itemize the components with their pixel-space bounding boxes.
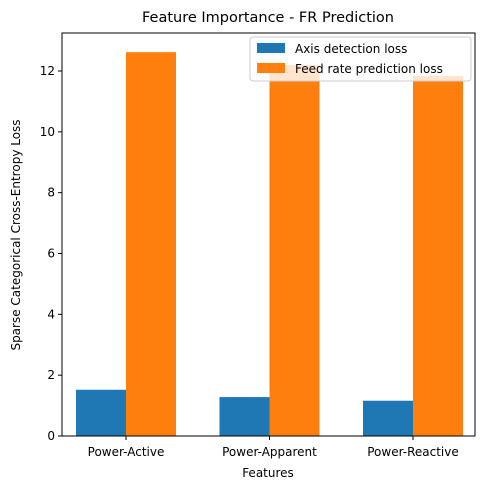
bar-feed-rate-1 bbox=[269, 64, 320, 436]
legend: Axis detection loss Feed rate prediction … bbox=[249, 36, 472, 82]
y-tick-label: 10 bbox=[40, 125, 55, 139]
y-tick-label: 0 bbox=[47, 429, 55, 443]
plot-frame bbox=[61, 32, 476, 437]
bars-group bbox=[76, 52, 463, 437]
x-tick-label: Power-Reactive bbox=[367, 445, 459, 459]
bar-feed-rate-0 bbox=[126, 52, 176, 437]
legend-swatch bbox=[257, 63, 285, 73]
y-tick-label: 4 bbox=[47, 307, 55, 321]
y-tick-label: 12 bbox=[40, 64, 55, 78]
chart-title: Feature Importance - FR Prediction bbox=[142, 10, 394, 26]
y-tick-label: 2 bbox=[47, 368, 55, 382]
legend-swatch bbox=[257, 43, 285, 53]
bar-axis-detection-0 bbox=[76, 389, 126, 436]
legend-label: Axis detection loss bbox=[295, 42, 407, 56]
y-axis-label: Sparse Categorical Cross-Entropy Loss bbox=[9, 119, 23, 350]
legend-label: Feed rate prediction loss bbox=[295, 62, 443, 76]
bar-axis-detection-1 bbox=[219, 397, 270, 436]
x-tick-label: Power-Active bbox=[88, 445, 165, 459]
y-tick-label: 8 bbox=[47, 186, 55, 200]
y-tick-label: 6 bbox=[47, 247, 55, 261]
bar-feed-rate-2 bbox=[413, 75, 463, 436]
x-axis: Power-Active Power-Apparent Power-Reactive bbox=[88, 436, 459, 459]
bar-axis-detection-2 bbox=[363, 400, 413, 436]
x-axis-label: Features bbox=[242, 466, 294, 480]
y-axis: 0 2 4 6 8 10 12 bbox=[40, 64, 62, 443]
x-tick-label: Power-Apparent bbox=[222, 445, 317, 459]
legend-box bbox=[249, 36, 472, 82]
